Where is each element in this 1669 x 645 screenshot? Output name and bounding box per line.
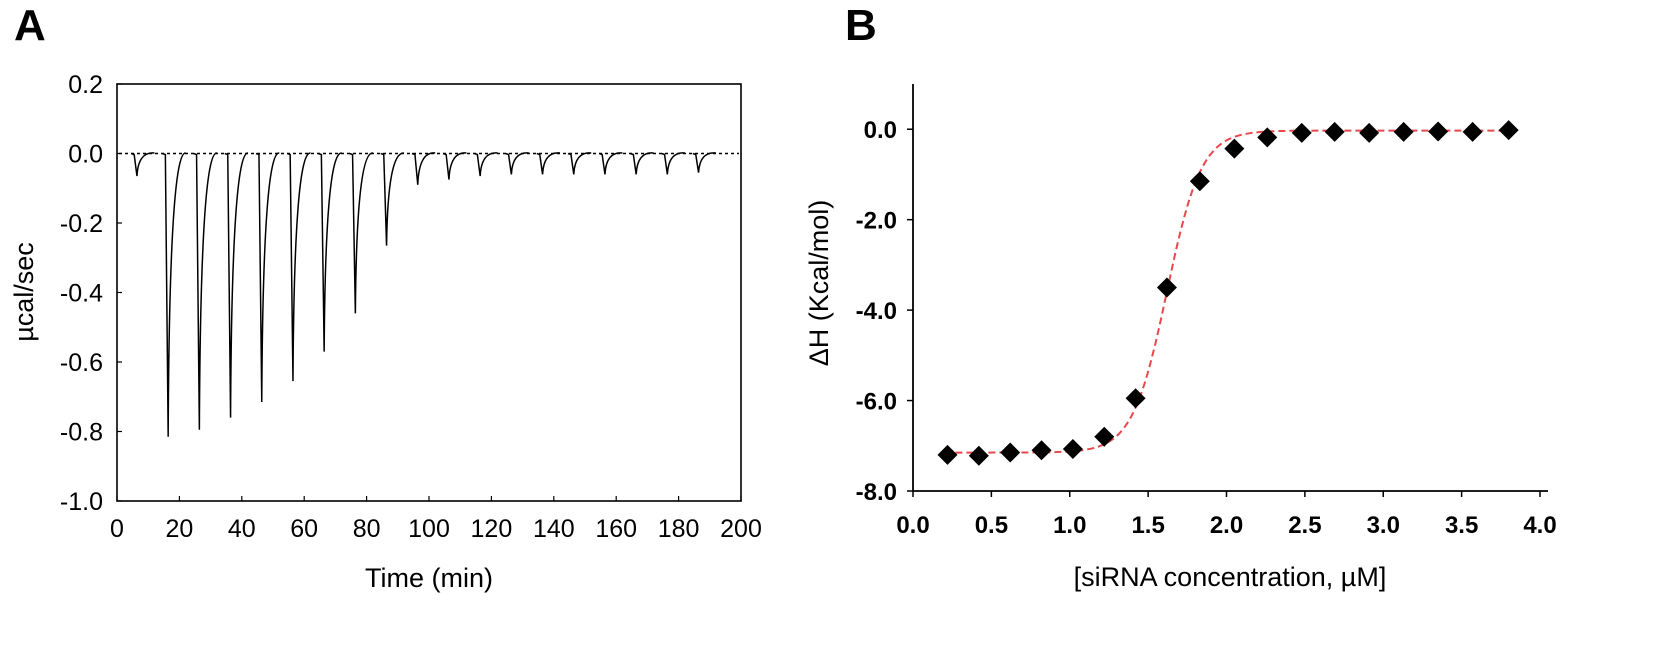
data-point (1000, 442, 1021, 463)
injection-peak (598, 152, 623, 175)
data-point (1393, 121, 1414, 142)
injection-peak (692, 152, 717, 173)
x-tick-label: 120 (471, 515, 513, 543)
x-tick-label: 4.0 (1523, 512, 1556, 539)
data-point (1428, 121, 1449, 142)
y-tick-label: 0.0 (68, 141, 103, 169)
y-tick-label: -0.8 (60, 419, 103, 447)
isotherm-fit-curve (944, 129, 1509, 454)
x-tick-label: 200 (720, 515, 762, 543)
data-point (1291, 122, 1312, 143)
data-point (937, 444, 958, 465)
data-point (1224, 138, 1245, 159)
panel-a-letter: A (14, 1, 46, 50)
y-tick-label: -1.0 (60, 488, 103, 516)
injection-peak (505, 152, 529, 175)
thermogram-x-axis: 0 20 40 60 80 100 120 140 160 180 200 (110, 496, 762, 543)
x-tick-label: 3.5 (1445, 512, 1478, 539)
x-tick-label: 1.5 (1131, 512, 1164, 539)
thermogram-peaks (130, 152, 717, 437)
x-tick-label: 0.5 (975, 512, 1008, 539)
x-tick-label: 20 (165, 515, 193, 543)
x-tick-label: 80 (353, 515, 381, 543)
y-tick-label: -0.6 (60, 349, 103, 377)
injection-peak (411, 152, 436, 185)
y-tick-label: 0.2 (68, 71, 103, 99)
data-point (1462, 121, 1483, 142)
thermogram-y-axis: 0.2 0.0 -0.2 -0.4 -0.6 -0.8 -1.0 (60, 71, 122, 516)
x-tick-label: 40 (228, 515, 256, 543)
x-tick-label: 2.5 (1288, 512, 1321, 539)
y-tick-label: -4.0 (856, 298, 897, 325)
injection-peak (286, 152, 311, 382)
injection-peak (474, 152, 498, 177)
injection-peak (130, 152, 155, 177)
thermogram-chart: 0 20 40 60 80 100 120 140 160 180 200 0.2 0.0 -0.2 -0… (9, 71, 762, 593)
thermogram-x-axis-label: Time (min) (365, 563, 493, 593)
injection-peak (224, 152, 249, 418)
injection-peak (380, 152, 405, 246)
isotherm-x-axis: 0.0 0.5 1.0 1.5 2.0 2.5 3.0 3.5 4.0 (896, 491, 1557, 539)
y-tick-label: 0.0 (864, 117, 897, 144)
injection-peak (349, 152, 374, 314)
y-tick-label: -8.0 (856, 479, 897, 506)
data-point (1257, 127, 1278, 148)
x-tick-label: 180 (658, 515, 700, 543)
y-tick-label: -0.2 (60, 210, 103, 238)
x-tick-label: 0.0 (896, 512, 929, 539)
injection-peak (661, 152, 685, 175)
y-tick-label: -2.0 (856, 208, 897, 235)
data-point (1062, 438, 1083, 459)
injection-peak (442, 152, 467, 180)
injection-peak (255, 152, 280, 402)
x-tick-label: 100 (408, 515, 450, 543)
data-point (1094, 426, 1115, 447)
x-tick-label: 1.0 (1053, 512, 1086, 539)
panel-b-letter: B (845, 1, 877, 50)
injection-peak (318, 152, 342, 352)
x-tick-label: 160 (595, 515, 637, 543)
thermogram-y-axis-label: µcal/sec (9, 242, 39, 342)
data-point (1125, 388, 1146, 409)
data-point (1359, 122, 1380, 143)
x-tick-label: 3.0 (1367, 512, 1400, 539)
isotherm-data-points (937, 120, 1519, 466)
isotherm-x-axis-label: [siRNA concentration, µM] (1074, 562, 1387, 592)
isotherm-y-axis-label: ΔH (Kcal/mol) (804, 200, 834, 367)
x-tick-label: 140 (533, 515, 575, 543)
data-point (1156, 277, 1177, 298)
x-tick-label: 60 (290, 515, 318, 543)
isotherm-y-axis: 0.0 -2.0 -4.0 -6.0 -8.0 (856, 117, 913, 506)
data-point (968, 445, 989, 466)
y-tick-label: -6.0 (856, 389, 897, 416)
data-point (1324, 121, 1345, 142)
x-tick-label: 2.0 (1210, 512, 1243, 539)
injection-peak (193, 152, 218, 430)
injection-peak (630, 152, 654, 175)
data-point (1031, 440, 1052, 461)
thermogram-plot-frame (116, 83, 742, 502)
data-point (1189, 171, 1210, 192)
binding-isotherm-chart: 0.0 0.5 1.0 1.5 2.0 2.5 3.0 3.5 4.0 0.0 -2.0 -4.0 -… (804, 84, 1557, 592)
injection-peak (162, 152, 186, 437)
injection-peak (567, 152, 592, 175)
injection-peak (536, 152, 561, 175)
data-point (1498, 120, 1519, 141)
x-tick-label: 0 (110, 515, 124, 543)
y-tick-label: -0.4 (60, 280, 103, 308)
